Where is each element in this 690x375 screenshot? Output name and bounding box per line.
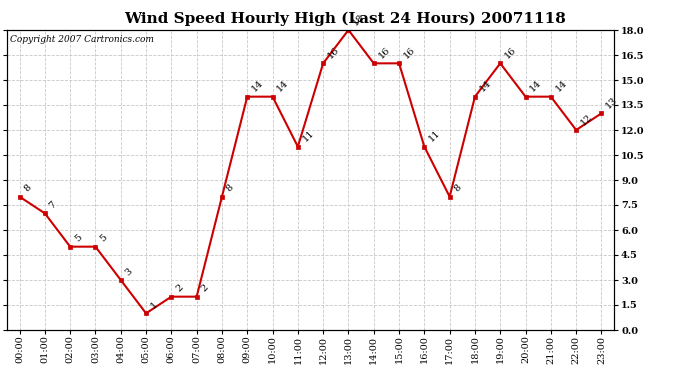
- Text: Wind Speed Hourly High (Last 24 Hours) 20071118: Wind Speed Hourly High (Last 24 Hours) 2…: [124, 11, 566, 26]
- Text: 5: 5: [98, 233, 109, 244]
- Text: 18: 18: [351, 12, 366, 27]
- Text: 14: 14: [275, 79, 290, 94]
- Text: 2: 2: [174, 283, 185, 294]
- Text: 16: 16: [503, 45, 518, 60]
- Text: 8: 8: [453, 183, 463, 194]
- Text: 1: 1: [149, 300, 159, 310]
- Text: 2: 2: [199, 283, 210, 294]
- Text: 11: 11: [301, 129, 316, 144]
- Text: 12: 12: [579, 112, 594, 127]
- Text: 16: 16: [377, 45, 392, 60]
- Text: Copyright 2007 Cartronics.com: Copyright 2007 Cartronics.com: [10, 34, 154, 44]
- Text: 14: 14: [477, 79, 493, 94]
- Text: 14: 14: [250, 79, 265, 94]
- Text: 5: 5: [73, 233, 83, 244]
- Text: 13: 13: [604, 95, 620, 111]
- Text: 14: 14: [529, 79, 544, 94]
- Text: 11: 11: [427, 129, 442, 144]
- Text: 7: 7: [48, 200, 59, 210]
- Text: 16: 16: [326, 45, 341, 60]
- Text: 3: 3: [124, 267, 135, 277]
- Text: 8: 8: [22, 183, 33, 194]
- Text: 16: 16: [402, 45, 417, 60]
- Text: 14: 14: [553, 79, 569, 94]
- Text: 8: 8: [225, 183, 235, 194]
